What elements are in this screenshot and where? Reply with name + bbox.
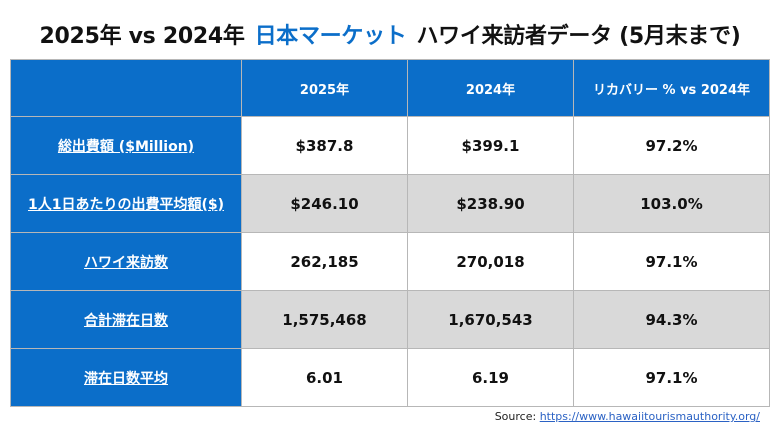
value-2024: $238.90: [407, 174, 574, 233]
row-label[interactable]: 滞在日数平均: [84, 370, 168, 387]
row-label-cell: 1人1日あたりの出費平均額($): [10, 174, 242, 233]
header-cell-2024: 2024年: [407, 59, 574, 117]
source-link[interactable]: https://www.hawaiitourismauthority.org/: [539, 410, 760, 423]
row-label-cell: ハワイ来訪数: [10, 232, 242, 291]
value-2024: 6.19: [407, 348, 574, 407]
source-prefix: Source:: [494, 410, 537, 423]
row-label-cell: 合計滞在日数: [10, 290, 242, 349]
value-2025: $387.8: [241, 116, 408, 175]
value-2024: $399.1: [407, 116, 574, 175]
value-2024: 1,670,543: [407, 290, 574, 349]
header-cell-blank: [10, 59, 242, 117]
value-recovery: 103.0%: [573, 174, 770, 233]
row-label[interactable]: 総出費額 ($Million): [57, 138, 195, 155]
value-2025: $246.10: [241, 174, 408, 233]
page-title: 2025年 vs 2024年 日本マーケット ハワイ来訪者データ (5月末まで): [0, 18, 780, 50]
value-recovery: 94.3%: [573, 290, 770, 349]
title-subject: ハワイ来訪者データ (5月末まで): [416, 24, 741, 49]
table-row: 1人1日あたりの出費平均額($) $246.10 $238.90 103.0%: [10, 174, 770, 233]
title-market: 日本マーケット: [254, 24, 407, 49]
table-header-row: 2025年 2024年 リカバリー % vs 2024年: [10, 59, 770, 117]
row-label[interactable]: ハワイ来訪数: [84, 254, 168, 271]
value-recovery: 97.1%: [573, 348, 770, 407]
value-2024: 270,018: [407, 232, 574, 291]
table-row: 滞在日数平均 6.01 6.19 97.1%: [10, 348, 770, 407]
visitor-data-table: 2025年 2024年 リカバリー % vs 2024年 総出費額 ($Mill…: [10, 59, 770, 407]
row-label[interactable]: 1人1日あたりの出費平均額($): [27, 196, 225, 213]
source-credit: Source: https://www.hawaiitourismauthori…: [495, 410, 760, 423]
row-label[interactable]: 合計滞在日数: [84, 312, 168, 329]
value-recovery: 97.2%: [573, 116, 770, 175]
header-cell-recovery: リカバリー % vs 2024年: [573, 59, 770, 117]
row-label-cell: 滞在日数平均: [10, 348, 242, 407]
table-row: ハワイ来訪数 262,185 270,018 97.1%: [10, 232, 770, 291]
value-2025: 6.01: [241, 348, 408, 407]
title-years: 2025年 vs 2024年: [39, 24, 245, 49]
value-2025: 262,185: [241, 232, 408, 291]
table-row: 合計滞在日数 1,575,468 1,670,543 94.3%: [10, 290, 770, 349]
value-recovery: 97.1%: [573, 232, 770, 291]
row-label-cell: 総出費額 ($Million): [10, 116, 242, 175]
value-2025: 1,575,468: [241, 290, 408, 349]
table-row: 総出費額 ($Million) $387.8 $399.1 97.2%: [10, 116, 770, 175]
header-cell-2025: 2025年: [241, 59, 408, 117]
